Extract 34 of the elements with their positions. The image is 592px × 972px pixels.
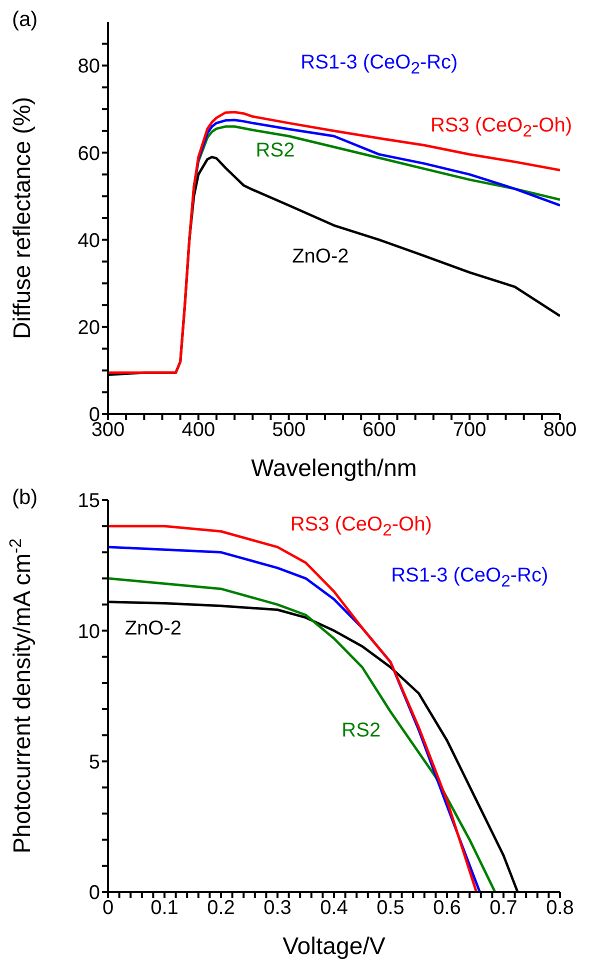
y-tick-label: 5 bbox=[88, 751, 100, 774]
y-tick-label: 15 bbox=[78, 490, 100, 512]
series-label: RS2 bbox=[256, 140, 295, 163]
y-axis-title: Diffuse reflectance (%) bbox=[9, 96, 36, 340]
series-label: ZnO-2 bbox=[124, 618, 182, 641]
x-axis-title: Voltage/V bbox=[282, 933, 386, 960]
x-tick-label: 0.7 bbox=[490, 897, 518, 920]
x-tick-label: 0.6 bbox=[433, 897, 461, 920]
text: RS1-3 (CeO$_{2}$-Rc) bbox=[300, 52, 458, 79]
text: RS1-3 (CeO$_{2}$-Rc) bbox=[391, 564, 548, 592]
y-tick-label: 60 bbox=[78, 142, 100, 165]
x-tick-label: 600 bbox=[362, 419, 396, 442]
series-label: RS3 (CeO$_{2}$-Oh) bbox=[430, 114, 572, 142]
x-tick-label: 0.5 bbox=[376, 897, 404, 920]
y-tick-label: 20 bbox=[78, 316, 100, 339]
x-tick-label: 400 bbox=[182, 419, 216, 442]
y-tick-label: 40 bbox=[78, 230, 100, 252]
y-tick-label: 10 bbox=[78, 620, 100, 643]
x-tick-label: 0.1 bbox=[150, 897, 178, 920]
series-label: RS2 bbox=[342, 720, 381, 743]
text: (b) bbox=[12, 486, 38, 510]
x-tick-label: 700 bbox=[452, 419, 486, 442]
series-label: ZnO-2 bbox=[292, 246, 349, 269]
y-tick-label: 80 bbox=[78, 56, 100, 78]
x-tick-label: 500 bbox=[272, 419, 306, 442]
text: (a) bbox=[12, 8, 38, 32]
x-tick-label: 0.3 bbox=[264, 897, 292, 920]
x-tick-label: 800 bbox=[543, 419, 577, 442]
series-label: RS3 (CeO$_{2}$-Oh) bbox=[290, 514, 432, 541]
x-tick-label: 0.8 bbox=[546, 897, 574, 920]
y-tick-label: 0 bbox=[88, 882, 100, 904]
x-tick-label: 0.4 bbox=[320, 897, 348, 920]
x-axis-title: Wavelength/nm bbox=[251, 455, 417, 482]
x-tick-label: 0.2 bbox=[207, 897, 235, 920]
